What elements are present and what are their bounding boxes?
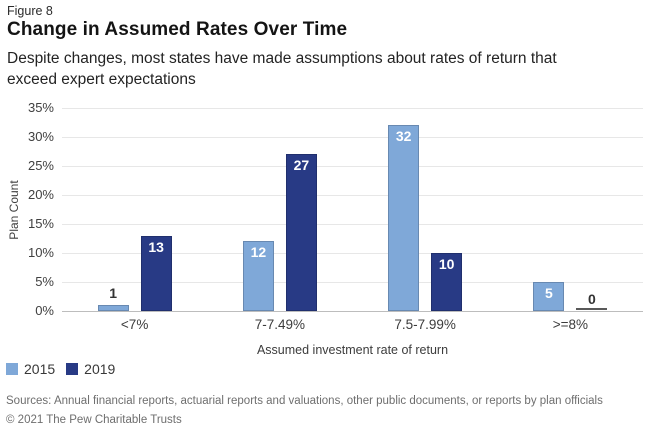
- x-tick-label: >=8%: [552, 317, 589, 332]
- legend-label-2019: 2019: [84, 361, 116, 377]
- bar-value-label: 10: [438, 256, 455, 272]
- sources-text: Sources: Annual financial reports, actua…: [6, 395, 603, 407]
- bar-2019-zero-line: [576, 308, 608, 310]
- figure-label: Figure 8: [7, 4, 53, 18]
- x-tick-label: 7-7.49%: [254, 317, 306, 332]
- x-axis-line: [62, 311, 643, 312]
- y-tick-label: 10%: [27, 245, 54, 260]
- gridline: [62, 166, 643, 167]
- chart-subtitle: Despite changes, most states have made a…: [7, 50, 557, 88]
- legend-item-2015: 2015: [6, 361, 55, 377]
- bar-value-label: 1: [109, 285, 118, 302]
- chart-title: Change in Assumed Rates Over Time: [7, 19, 348, 40]
- bar-value-label: 12: [250, 244, 267, 261]
- bar-2019: [431, 253, 463, 311]
- bar-value-label: 27: [293, 157, 310, 174]
- y-tick-label: 25%: [27, 158, 54, 173]
- gridline: [62, 108, 643, 109]
- bar-2015: [533, 282, 565, 311]
- legend-item-2019: 2019: [66, 361, 115, 377]
- bar-value-label: 5: [544, 285, 553, 301]
- copyright-text: © 2021 The Pew Charitable Trusts: [6, 414, 182, 426]
- legend-swatch-2019: [66, 363, 79, 375]
- gridline: [62, 282, 643, 283]
- y-tick-label: 15%: [27, 216, 54, 231]
- legend-label-2015: 2015: [24, 361, 56, 377]
- y-tick-label: 30%: [27, 129, 54, 144]
- bar-2019: [285, 154, 317, 311]
- bar-2015: [388, 125, 420, 311]
- bar-value-label: 13: [148, 238, 164, 255]
- legend-swatch-2015: [6, 363, 18, 375]
- bar-2015: [97, 305, 129, 311]
- bar-chart: Plan Count 1 13 12 27 32 10 5 0 Assumed investm…: [0, 100, 650, 362]
- plot-area: 1 13 12 27 32 10 5 0: [62, 108, 643, 312]
- y-tick-label: 20%: [27, 187, 54, 202]
- legend: 2015 2019: [6, 361, 115, 377]
- x-axis-title: Assumed investment rate of return: [256, 343, 449, 357]
- x-tick-label: <7%: [120, 317, 149, 332]
- bar-2019: [140, 235, 172, 311]
- gridline: [62, 224, 643, 225]
- x-tick-label: 7.5-7.99%: [394, 317, 456, 332]
- gridline: [62, 253, 643, 254]
- y-tick-label: 0%: [35, 303, 54, 318]
- bar-value-label: 0: [587, 291, 596, 307]
- gridline: [62, 137, 643, 138]
- y-tick-label: 5%: [35, 274, 54, 289]
- bar-2015: [242, 241, 274, 311]
- y-tick-label: 35%: [27, 100, 54, 115]
- gridline: [62, 195, 643, 196]
- bar-value-label: 32: [395, 128, 412, 145]
